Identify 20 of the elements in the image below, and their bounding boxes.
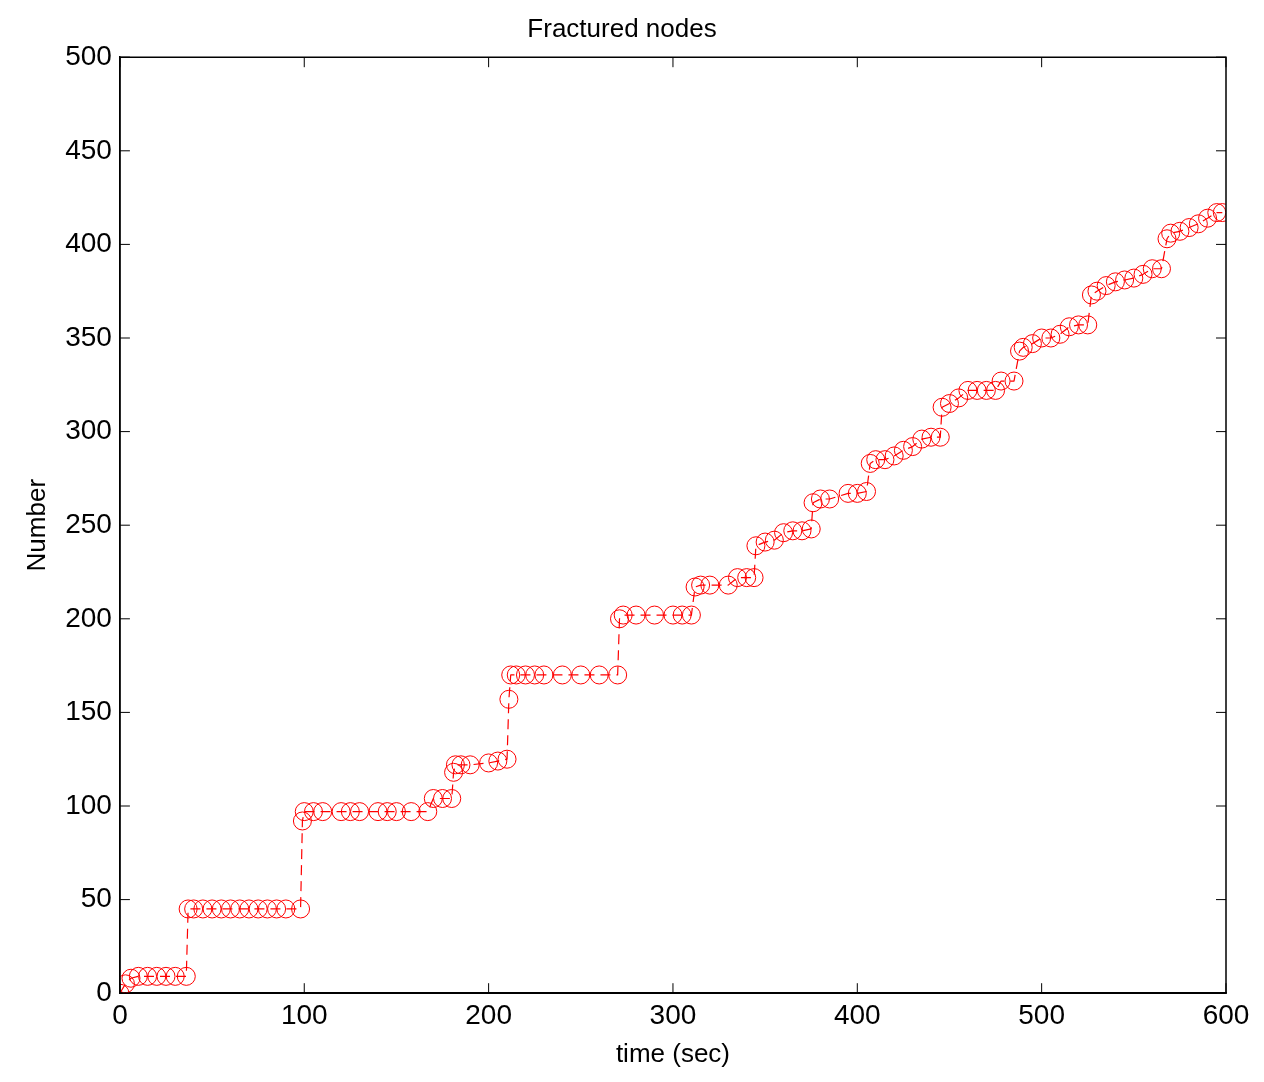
y-tick-label: 250: [65, 507, 112, 539]
y-tick-label: 50: [80, 882, 112, 914]
x-tick-label: 600: [1202, 998, 1250, 1030]
y-tick-label: 0: [96, 975, 112, 1007]
y-tick-label: 300: [65, 414, 112, 446]
y-tick-label: 200: [65, 601, 112, 633]
y-tick-label: 450: [65, 133, 112, 165]
y-tick-label: 350: [65, 320, 112, 352]
chart-title: Fractured nodes: [527, 12, 717, 43]
y-tick-label: 150: [65, 695, 112, 727]
x-axis-title: time (sec): [615, 1037, 731, 1068]
y-axis-title: Number: [20, 478, 51, 572]
y-tick-label: 500: [65, 39, 112, 71]
x-tick-label: 200: [465, 998, 512, 1030]
x-tick-label: 300: [649, 998, 697, 1030]
y-tick-label: 400: [65, 227, 112, 259]
x-tick-label: 100: [280, 998, 328, 1030]
x-tick-label: 400: [833, 998, 881, 1030]
y-tick-label: 100: [65, 788, 112, 820]
x-tick-label: 500: [1018, 998, 1066, 1030]
